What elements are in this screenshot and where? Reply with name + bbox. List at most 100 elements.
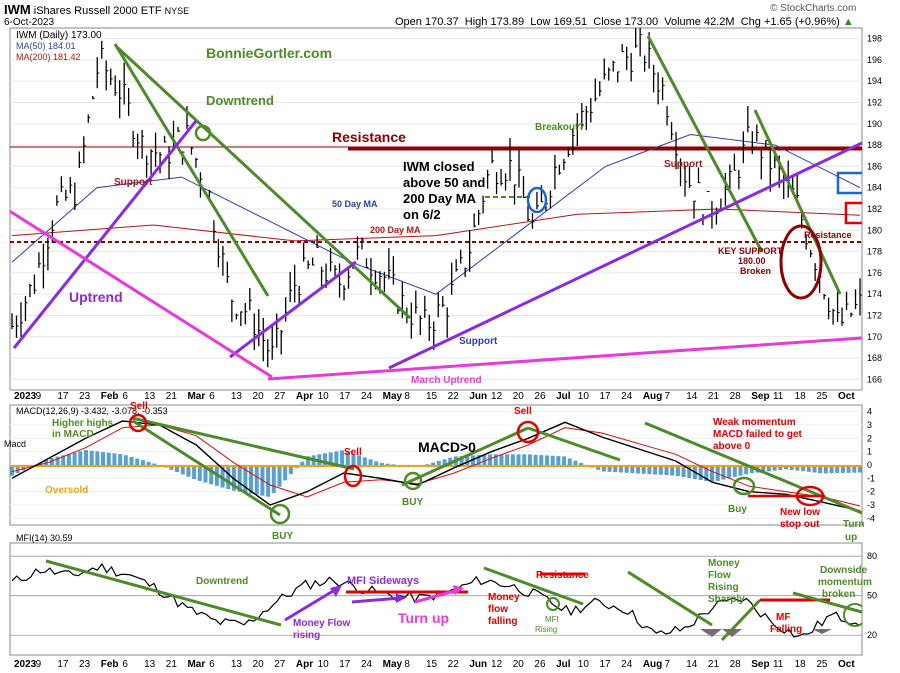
x-axis-label: 10 [578,391,590,402]
macd-hist-bar [55,456,60,465]
x-axis-label: 9 [36,391,42,402]
macd-hist-bar [806,465,811,472]
macd-hist-bar [510,454,515,465]
price-tick-label: 182 [867,204,882,214]
x-axis-label: 20 [513,659,525,670]
macd-hist-bar [83,450,88,465]
mfi-sideways-label: MFI Sideways [347,575,419,587]
x-axis-label: Sep [751,659,769,670]
macd-tick-label: 4 [867,407,872,417]
macd-hist-bar [812,465,817,473]
macd-hist-bar [721,465,726,480]
purple-trend-mar [229,260,357,359]
x-axis-label: 14 [686,391,698,402]
sell-circle-1 [128,413,148,433]
macd-hist-bar [78,451,83,465]
macd-hist-bar [795,465,800,471]
macd-tick-label: 0 [867,460,872,470]
macd-hist-bar [44,459,49,465]
buy-circle-1 [269,503,291,525]
macd-hist-bar [129,456,134,465]
weak-line-1: Weak momentum [713,417,796,428]
ticker-symbol: IWM [4,2,31,17]
x-axis-label: 6 [122,391,128,402]
macd-green-line [131,416,355,471]
macd-hist-bar [334,451,339,465]
macd-hist-bar [738,465,743,476]
mfi-tick-label: 50 [867,591,877,601]
ma200-label: 200 Day MA [370,225,421,235]
macd-hist-bar [431,462,436,465]
closed-line-4: on 6/2 [403,207,441,222]
chart-header: IWM iShares Russell 2000 ETF NYSE [4,2,189,17]
breakout-label: Breakout? [535,122,584,133]
closed-line-2: above 50 and [403,175,485,190]
macd-hist-bar [766,465,771,472]
stop-out-circle [795,485,825,507]
resistance-label-2: Resistance [804,230,852,240]
macd-axis: 4 3 2 1 0 -1 -2 -3 -4 [867,407,875,524]
macd-hist-bar [340,450,345,465]
macd-hist-bar [192,465,197,480]
macd-hist-bar [442,459,447,465]
mfi-resistance-label: Resistance [536,570,589,581]
x-axis-label: Oct [838,659,855,670]
price-tick-label: 188 [867,140,882,150]
macd-hist-bar [180,465,185,475]
x-axis-label: 20 [253,659,265,670]
macd-hist-bar [567,458,572,465]
signal-line [11,424,861,507]
ma200-line [11,208,861,242]
macd-hist-bar [271,465,276,493]
macd-hist-bar [425,464,430,466]
sell-label-1: Sell [130,401,148,412]
macd-hist-bar [328,452,333,465]
macd-hist-bar [101,452,106,465]
uptrend-line [12,120,198,349]
x-axis-label: 17 [57,391,69,402]
macd-hist-bar [175,465,180,473]
sharply-3: Rising [708,582,739,593]
mfi-oversold-fill [700,629,742,637]
macd-hist-bar [505,454,510,465]
mfi-tick-label: 80 [867,551,877,561]
x-axis-labels-bottom: 2023 9 17 23 Feb 6 13 21 Mar 6 13 20 27 Apr 10 17 24 May 8… [14,659,855,670]
x-axis-label: 27 [274,659,286,670]
price-annotations: BonnieGortler.com Downtrend Resistance S… [69,45,852,386]
mfi-broken-circle [843,603,862,627]
mfi-rising-circle [546,597,560,611]
macd-hist-bar [601,465,606,472]
price-tick-label: 180 [867,225,882,235]
x-axis-label: May [383,659,403,670]
x-axis-label: 6 [209,391,215,402]
x-axis-label: May [383,391,403,402]
macd-hist-bar [613,465,618,473]
x-axis-label: 24 [361,659,373,670]
price-grid [10,38,862,380]
turn-up-1: Turn [843,519,864,530]
macd-hist-bar [527,454,532,465]
macd-hist-bar [704,465,709,481]
macd-hist-bar [89,450,94,465]
legend-price: IWM (Daily) 173.00 [16,30,102,41]
x-axis-label: Aug [643,391,662,402]
macd-hist-bar [231,465,236,491]
weak-line-3: above 0 [713,441,751,452]
oversold-label: Oversold [45,485,88,496]
macd-hist-bar [38,462,43,465]
macd-hist-bar [436,460,441,465]
macd-hist-bar [522,454,527,465]
x-axis-label: 13 [231,659,243,670]
macd-hist-bar [152,463,157,465]
mf-falling-2: flow [488,604,508,615]
macd-hist-bar [106,452,111,465]
downside-2: momentum [818,577,872,588]
money-flow-rising-1: Money Flow [293,618,350,629]
x-axis-label: 21 [166,391,178,402]
legend-ma200: MA(200) 181.42 [16,52,81,62]
macd-hist-bar [209,465,214,485]
macd-green-line-2 [132,419,281,517]
macd-hist-bar [835,465,840,474]
macd-hist-bar [562,456,567,465]
